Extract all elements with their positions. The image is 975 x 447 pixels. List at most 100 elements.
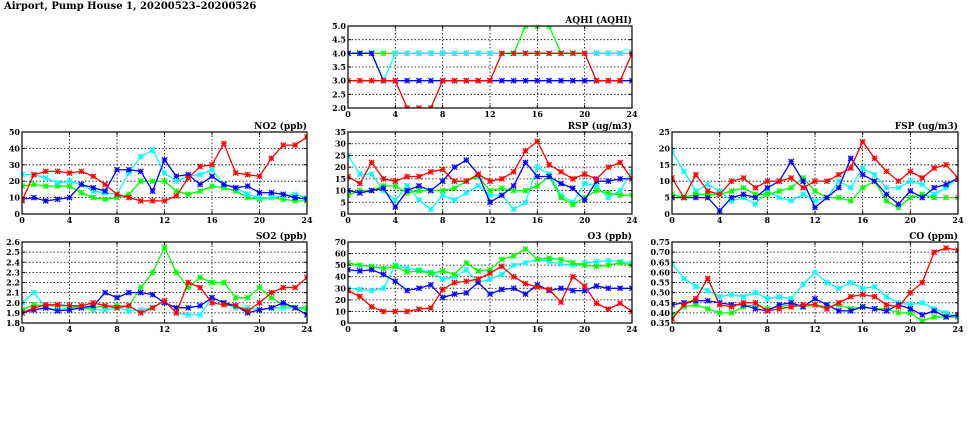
- rsp-chart-panel: 0 4 8 12 16 20 24 0 5 10 15 20 25 30 35 RSP (ug/m3): [329, 121, 638, 232]
- data-point: [232, 294, 239, 301]
- x-tick-label: 24: [301, 215, 313, 225]
- x-tick-label: 8: [114, 324, 120, 334]
- data-point: [835, 171, 842, 178]
- x-tick-label: 24: [626, 215, 638, 225]
- data-point: [392, 178, 399, 185]
- data-point: [356, 293, 363, 300]
- data-point: [232, 302, 239, 309]
- data-point: [475, 267, 482, 274]
- data-point: [380, 271, 387, 278]
- data-point: [356, 171, 363, 178]
- data-point: [895, 184, 902, 191]
- y-tick-label: 15: [335, 174, 346, 184]
- data-point: [463, 77, 470, 84]
- data-point: [208, 173, 216, 180]
- data-point: [208, 279, 216, 286]
- data-point: [859, 171, 866, 178]
- data-point: [392, 308, 399, 315]
- data-point: [581, 180, 588, 187]
- data-point: [415, 196, 423, 203]
- data-point: [54, 301, 61, 308]
- data-point: [752, 201, 759, 208]
- data-point: [954, 174, 958, 181]
- data-point: [268, 189, 275, 196]
- x-tick-label: 24: [626, 324, 638, 334]
- data-point: [149, 178, 156, 185]
- data-point: [943, 245, 950, 252]
- data-point: [90, 194, 97, 201]
- data-point: [943, 194, 950, 201]
- data-point: [617, 192, 624, 199]
- data-point: [510, 168, 517, 175]
- data-point: [102, 181, 109, 188]
- data-point: [546, 77, 553, 84]
- data-point: [220, 140, 227, 147]
- data-point: [197, 302, 204, 309]
- data-point: [569, 287, 576, 294]
- data-point: [704, 287, 711, 294]
- x-tick-label: 16: [206, 324, 218, 334]
- data-point: [593, 282, 600, 289]
- data-point: [895, 303, 902, 310]
- data-point: [404, 269, 411, 276]
- data-point: [569, 175, 576, 182]
- data-point: [220, 301, 227, 308]
- data-point: [268, 304, 275, 311]
- data-point: [581, 171, 588, 178]
- x-tick-label: 20: [254, 215, 266, 225]
- data-point: [716, 191, 723, 198]
- data-point: [292, 284, 299, 291]
- x-tick-label: 16: [532, 109, 544, 119]
- y-tick-label: 4.5: [332, 35, 346, 45]
- data-point: [348, 266, 352, 273]
- data-point: [522, 199, 529, 206]
- series-0: [22, 178, 307, 204]
- data-point: [415, 267, 423, 274]
- data-point: [605, 178, 612, 185]
- data-point: [522, 291, 529, 298]
- series-3: [22, 133, 307, 204]
- data-point: [847, 293, 854, 300]
- data-point: [280, 299, 287, 306]
- data-point: [268, 194, 275, 201]
- data-point: [534, 284, 541, 291]
- data-point: [415, 77, 423, 84]
- data-point: [244, 294, 251, 301]
- data-point: [113, 166, 121, 173]
- data-point: [788, 303, 795, 310]
- data-point: [522, 187, 529, 194]
- data-point: [522, 77, 529, 84]
- data-point: [137, 289, 144, 296]
- data-point: [66, 302, 73, 309]
- y-tick-label: 35: [335, 127, 346, 137]
- y-tick-label: 40: [9, 143, 21, 153]
- data-point: [113, 294, 121, 301]
- data-point: [280, 142, 287, 149]
- data-point: [931, 194, 938, 201]
- data-point: [534, 77, 541, 84]
- data-point: [800, 191, 807, 198]
- data-point: [30, 289, 37, 296]
- data-point: [137, 178, 144, 185]
- data-point: [871, 155, 878, 162]
- data-point: [776, 188, 783, 195]
- data-point: [208, 183, 216, 190]
- data-point: [859, 303, 866, 310]
- chart-title: FSP (ug/m3): [895, 121, 958, 132]
- data-point: [776, 305, 783, 312]
- data-point: [161, 297, 168, 304]
- data-point: [672, 148, 676, 155]
- data-point: [617, 187, 624, 194]
- data-point: [605, 164, 612, 171]
- data-point: [617, 159, 624, 166]
- data-point: [30, 181, 37, 188]
- data-point: [486, 187, 494, 194]
- data-point: [569, 201, 576, 208]
- data-point: [463, 189, 470, 196]
- data-point: [486, 270, 494, 277]
- x-tick-label: 20: [579, 109, 591, 119]
- data-point: [54, 168, 61, 175]
- data-point: [847, 165, 854, 172]
- data-point: [605, 50, 612, 57]
- data-point: [439, 286, 446, 293]
